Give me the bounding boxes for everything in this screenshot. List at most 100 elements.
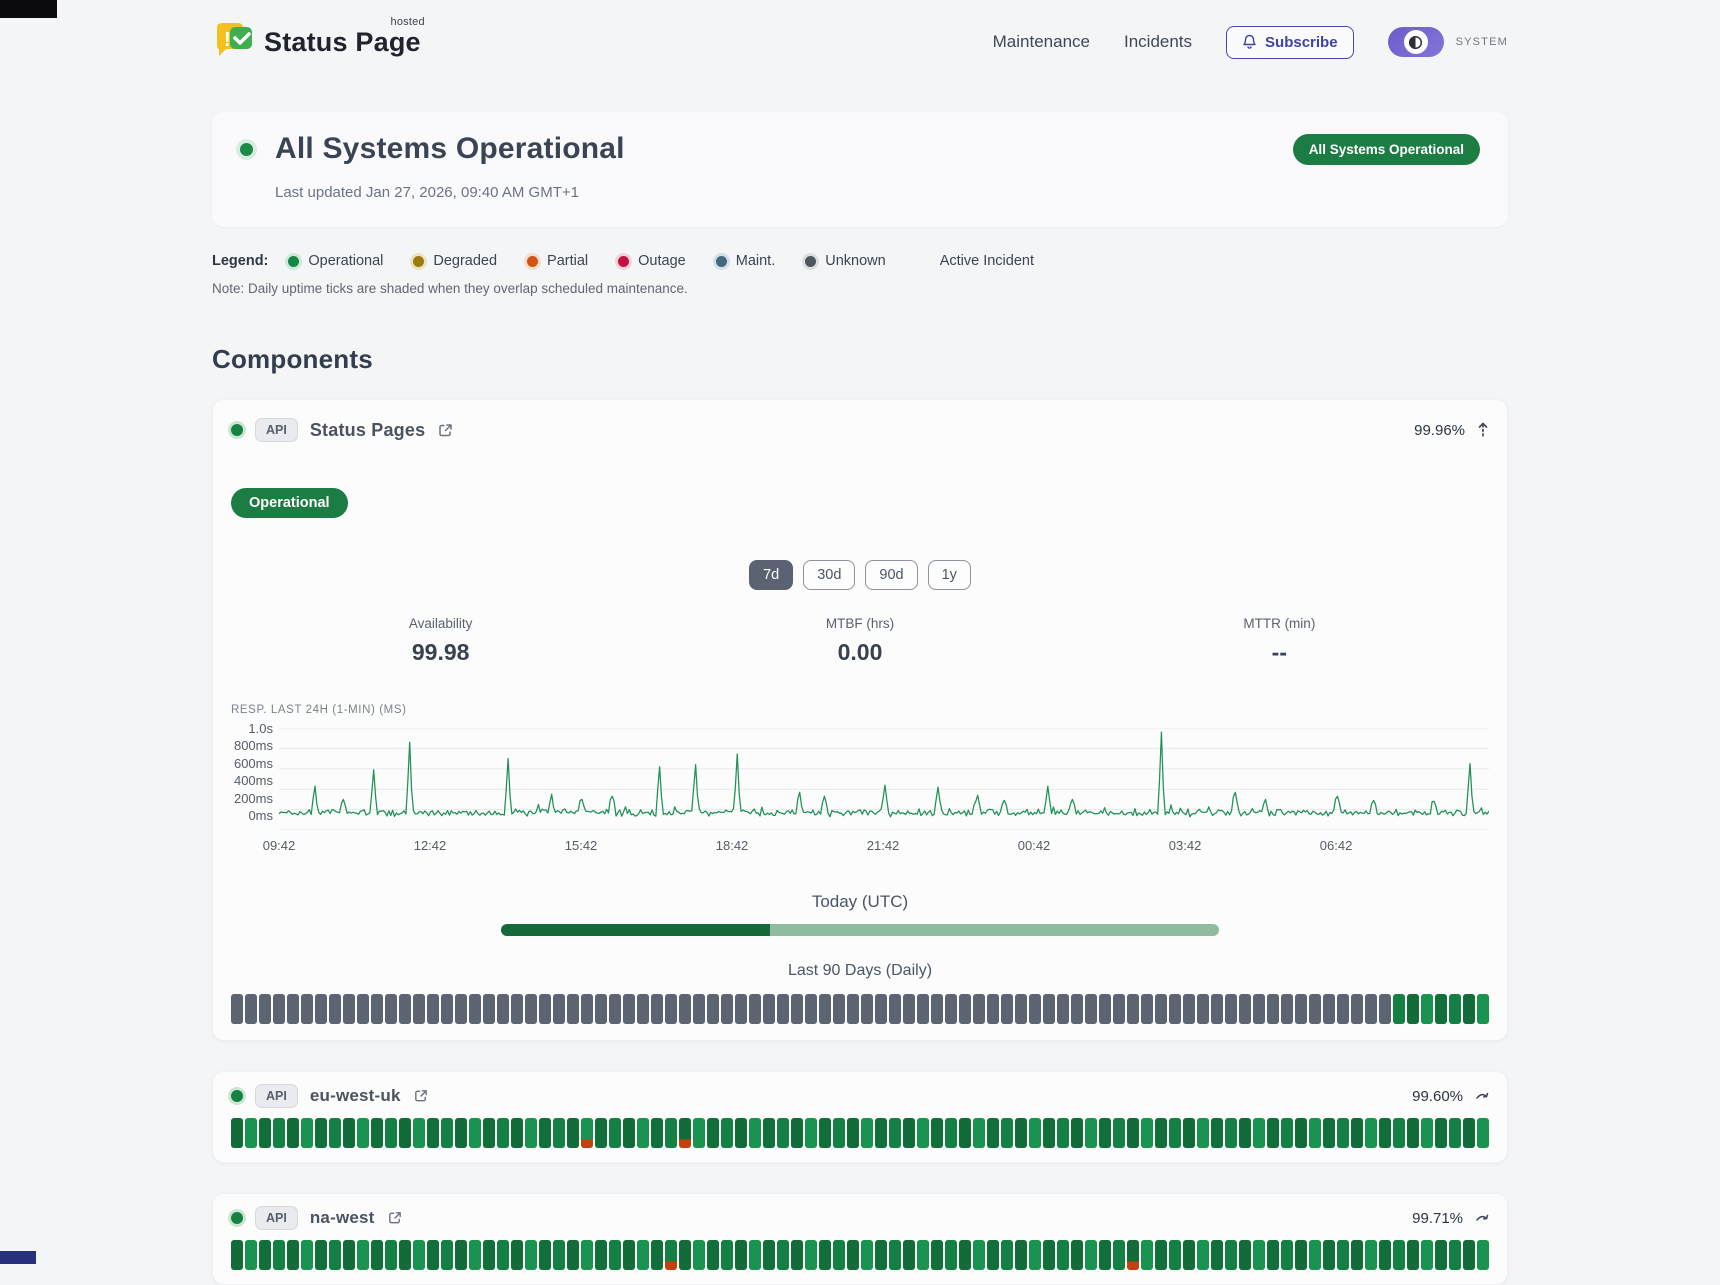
uptime-tick-operational[interactable] (847, 1240, 859, 1270)
uptime-tick-operational[interactable] (441, 1118, 453, 1148)
uptime-tick-operational[interactable] (553, 1240, 565, 1270)
uptime-tick-operational[interactable] (763, 1240, 775, 1270)
uptime-tick-operational[interactable] (833, 1240, 845, 1270)
uptime-tick-unknown[interactable] (1253, 994, 1265, 1024)
uptime-tick-operational[interactable] (609, 1240, 621, 1270)
uptime-tick-unknown[interactable] (427, 994, 439, 1024)
uptime-tick-operational[interactable] (1099, 1118, 1111, 1148)
uptime-tick-unknown[interactable] (315, 994, 327, 1024)
uptime-tick-unknown[interactable] (399, 994, 411, 1024)
uptime-tick-operational[interactable] (1393, 1240, 1405, 1270)
uptime-tick-operational[interactable] (1169, 1240, 1181, 1270)
uptime-tick-unknown[interactable] (609, 994, 621, 1024)
uptime-tick-operational[interactable] (693, 1118, 705, 1148)
uptime-tick-operational[interactable] (791, 1118, 803, 1148)
uptime-tick-operational[interactable] (413, 1240, 425, 1270)
uptime-tick-operational[interactable] (1211, 1118, 1223, 1148)
uptime-tick-unknown[interactable] (973, 994, 985, 1024)
uptime-tick-unknown[interactable] (1281, 994, 1293, 1024)
uptime-tick-unknown[interactable] (1001, 994, 1013, 1024)
uptime-tick-unknown[interactable] (511, 994, 523, 1024)
uptime-tick-operational[interactable] (1239, 1118, 1251, 1148)
uptime-tick-operational[interactable] (973, 1118, 985, 1148)
theme-toggle[interactable] (1387, 27, 1444, 57)
uptime-tick-operational[interactable] (707, 1240, 719, 1270)
uptime-tick-unknown[interactable] (833, 994, 845, 1024)
uptime-tick-unknown[interactable] (1267, 994, 1279, 1024)
uptime-tick-unknown[interactable] (959, 994, 971, 1024)
uptime-tick-operational[interactable] (385, 1240, 397, 1270)
uptime-tick-operational[interactable] (945, 1118, 957, 1148)
uptime-tick-unknown[interactable] (525, 994, 537, 1024)
uptime-tick-operational[interactable] (917, 1118, 929, 1148)
uptime-tick-operational[interactable] (581, 1240, 593, 1270)
range-button-30d[interactable]: 30d (803, 560, 856, 590)
uptime-tick-operational[interactable] (1407, 994, 1419, 1024)
uptime-tick-unknown[interactable] (679, 994, 691, 1024)
uptime-tick-unknown[interactable] (539, 994, 551, 1024)
external-link-icon[interactable] (437, 422, 454, 439)
uptime-tick-operational[interactable] (1407, 1118, 1419, 1148)
uptime-tick-unknown[interactable] (1057, 994, 1069, 1024)
uptime-tick-unknown[interactable] (497, 994, 509, 1024)
uptime-tick-operational[interactable] (847, 1118, 859, 1148)
uptime-tick-operational[interactable] (875, 1240, 887, 1270)
uptime-tick-unknown[interactable] (245, 994, 257, 1024)
uptime-tick-operational[interactable] (931, 1118, 943, 1148)
uptime-tick-operational[interactable] (315, 1240, 327, 1270)
uptime-tick-operational[interactable] (1267, 1118, 1279, 1148)
uptime-tick-unknown[interactable] (861, 994, 873, 1024)
uptime-tick-operational[interactable] (1365, 1118, 1377, 1148)
uptime-tick-unknown[interactable] (1197, 994, 1209, 1024)
uptime-tick-unknown[interactable] (693, 994, 705, 1024)
uptime-tick-operational[interactable] (637, 1240, 649, 1270)
uptime-tick-operational[interactable] (525, 1118, 537, 1148)
uptime-tick-unknown[interactable] (455, 994, 467, 1024)
uptime-tick-operational[interactable] (469, 1240, 481, 1270)
uptime-tick-operational[interactable] (1435, 1118, 1447, 1148)
uptime-tick-operational[interactable] (1477, 1240, 1489, 1270)
uptime-tick-unknown[interactable] (357, 994, 369, 1024)
uptime-tick-operational[interactable] (1155, 1240, 1167, 1270)
external-link-icon[interactable] (387, 1210, 403, 1226)
uptime-tick-operational[interactable] (1463, 1240, 1475, 1270)
uptime-tick-operational[interactable] (749, 1240, 761, 1270)
uptime-tick-unknown[interactable] (301, 994, 313, 1024)
expand-icon[interactable] (1475, 1213, 1489, 1223)
uptime-tick-unknown[interactable] (1365, 994, 1377, 1024)
uptime-tick-operational[interactable] (1323, 1118, 1335, 1148)
uptime-tick-operational[interactable] (301, 1118, 313, 1148)
uptime-tick-unknown[interactable] (1225, 994, 1237, 1024)
uptime-tick-operational[interactable] (497, 1118, 509, 1148)
uptime-tick-operational[interactable] (1337, 1118, 1349, 1148)
uptime-tick-operational[interactable] (427, 1118, 439, 1148)
uptime-tick-operational[interactable] (231, 1118, 243, 1148)
uptime-tick-operational[interactable] (595, 1118, 607, 1148)
uptime-tick-operational[interactable] (399, 1118, 411, 1148)
uptime-tick-unknown[interactable] (413, 994, 425, 1024)
uptime-tick-operational[interactable] (315, 1118, 327, 1148)
uptime-tick-operational[interactable] (1253, 1240, 1265, 1270)
uptime-tick-operational[interactable] (609, 1118, 621, 1148)
uptime-tick-unknown[interactable] (581, 994, 593, 1024)
uptime-tick-operational[interactable] (805, 1118, 817, 1148)
uptime-tick-unknown[interactable] (343, 994, 355, 1024)
uptime-tick-operational[interactable] (301, 1240, 313, 1270)
uptime-tick-operational[interactable] (889, 1240, 901, 1270)
uptime-tick-unknown[interactable] (469, 994, 481, 1024)
uptime-tick-unknown[interactable] (665, 994, 677, 1024)
uptime-tick-operational[interactable] (357, 1240, 369, 1270)
uptime-tick-unknown[interactable] (1015, 994, 1027, 1024)
uptime-tick-operational[interactable] (1015, 1240, 1027, 1270)
uptime-tick-unknown[interactable] (945, 994, 957, 1024)
uptime-tick-operational[interactable] (511, 1118, 523, 1148)
uptime-tick-unknown[interactable] (931, 994, 943, 1024)
uptime-tick-operational[interactable] (1295, 1240, 1307, 1270)
uptime-tick-operational[interactable] (693, 1240, 705, 1270)
uptime-tick-unknown[interactable] (1309, 994, 1321, 1024)
uptime-tick-unknown[interactable] (735, 994, 747, 1024)
uptime-tick-operational[interactable] (441, 1240, 453, 1270)
uptime-tick-unknown[interactable] (1337, 994, 1349, 1024)
uptime-tick-partial[interactable] (679, 1118, 691, 1148)
uptime-tick-unknown[interactable] (1183, 994, 1195, 1024)
